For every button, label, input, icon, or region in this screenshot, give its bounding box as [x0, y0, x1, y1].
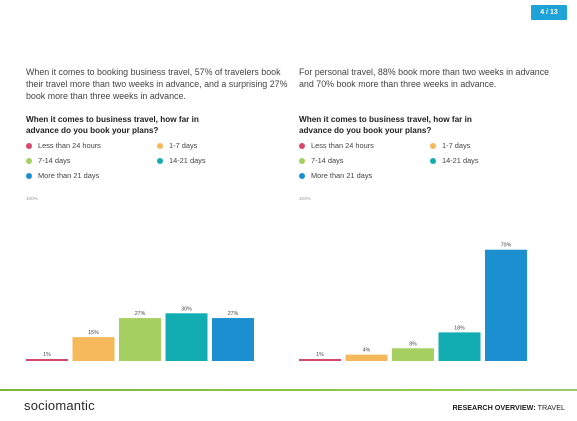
legend-label: 1-7 days [169, 141, 198, 150]
legend-swatch [26, 172, 32, 179]
bar [485, 249, 527, 361]
bar [119, 318, 161, 361]
bar-value-label: 4% [363, 348, 371, 354]
bar [438, 332, 481, 361]
right-chart-question: When it comes to business travel, how fa… [299, 115, 472, 135]
legend-swatch [299, 157, 305, 164]
legend-swatch [299, 142, 305, 149]
bar-value-label: 1% [43, 352, 51, 358]
bar-value-label: 27% [135, 311, 146, 317]
legend-swatch [26, 157, 32, 164]
legend-item: More than 21 days [299, 171, 372, 180]
page-number-badge: 4 / 13 [531, 5, 567, 20]
bar-value-label: 1% [316, 352, 324, 358]
bar [345, 354, 388, 361]
legend-swatch [430, 157, 436, 164]
legend-item: 1-7 days [157, 141, 197, 150]
bar [299, 359, 341, 361]
bar [72, 337, 115, 361]
right-bar-chart: 100% 1% 4% 8% 18% 70% [299, 196, 527, 361]
left-legend: Less than 24 hours 1-7 days 7-14 days 14-21… [26, 141, 286, 181]
legend-label: 14-21 days [169, 156, 206, 165]
legend-item: 7-14 days [299, 156, 343, 165]
legend-item: 14-21 days [157, 156, 206, 165]
legend-label: Less than 24 hours [38, 141, 101, 150]
report-title-bold: RESEARCH OVERVIEW: [452, 403, 536, 412]
bar-value-label: 8% [409, 341, 417, 347]
legend-item: Less than 24 hours [299, 141, 374, 150]
legend-item: 14-21 days [430, 156, 479, 165]
legend-item: 7-14 days [26, 156, 70, 165]
bar-value-label: 18% [454, 325, 465, 331]
legend-item: Less than 24 hours [26, 141, 101, 150]
bar-value-label: 70% [501, 243, 512, 249]
right-intro-text: For personal travel, 88% book more than … [299, 67, 550, 90]
legend-label: More than 21 days [311, 171, 373, 180]
footer-divider [0, 389, 577, 391]
left-bar-chart: 100% 1% 15% 27% 30% 27% [26, 196, 254, 361]
sociomantic-logo: sociomantic [24, 398, 95, 413]
bar [165, 313, 208, 361]
left-chart-question: When it comes to business travel, how fa… [26, 115, 199, 135]
right-legend: Less than 24 hours 1-7 days 7-14 days 14-21… [299, 141, 559, 181]
legend-label: 14-21 days [442, 156, 479, 165]
legend-label: 7-14 days [311, 156, 344, 165]
legend-swatch [430, 142, 436, 149]
legend-label: Less than 24 hours [311, 141, 374, 150]
bar-value-label: 30% [181, 306, 192, 312]
legend-label: 7-14 days [38, 156, 71, 165]
y-axis-max-tick: 100% [26, 196, 38, 201]
legend-label: 1-7 days [442, 141, 471, 150]
bar-value-label: 15% [88, 330, 99, 336]
legend-swatch [299, 172, 305, 179]
legend-item: 1-7 days [430, 141, 470, 150]
legend-label: More than 21 days [38, 171, 100, 180]
bar [392, 348, 434, 361]
y-axis-max-tick: 100% [299, 196, 311, 201]
legend-swatch [157, 157, 163, 164]
left-intro-text: When it comes to booking business travel… [26, 67, 288, 102]
legend-swatch [26, 142, 32, 149]
report-title: RESEARCH OVERVIEW: TRAVEL [452, 403, 565, 412]
bar-value-label: 27% [228, 311, 239, 317]
legend-item: More than 21 days [26, 171, 99, 180]
bar [212, 318, 254, 361]
legend-swatch [157, 142, 163, 149]
bar [26, 359, 68, 361]
report-topic: TRAVEL [537, 403, 565, 412]
